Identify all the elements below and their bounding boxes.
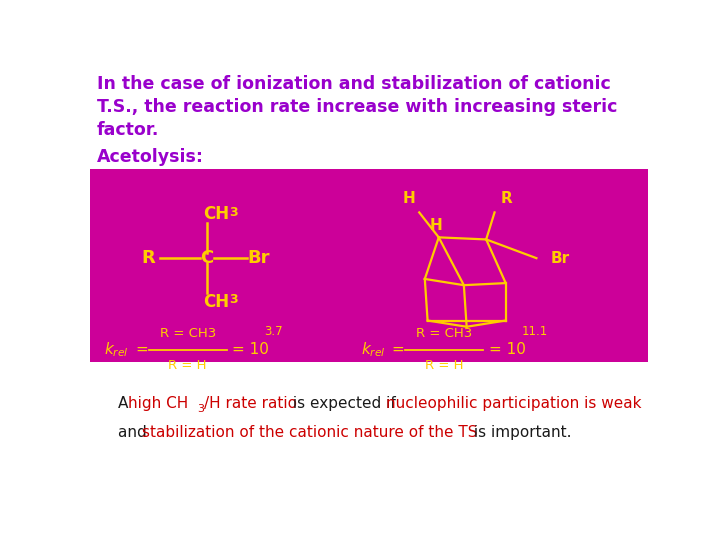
Text: H: H bbox=[402, 191, 415, 206]
Text: CH: CH bbox=[203, 293, 229, 311]
Text: 11.1: 11.1 bbox=[521, 325, 548, 338]
Text: CH: CH bbox=[203, 206, 229, 224]
Text: R = CH3: R = CH3 bbox=[416, 327, 472, 340]
Text: is important.: is important. bbox=[469, 426, 572, 440]
Bar bbox=[90, 168, 648, 362]
Text: =: = bbox=[136, 342, 148, 357]
Text: R = H: R = H bbox=[168, 359, 207, 372]
Text: high CH: high CH bbox=[128, 396, 188, 411]
Text: T.S., the reaction rate increase with increasing steric: T.S., the reaction rate increase with in… bbox=[96, 98, 617, 116]
Text: 3.7: 3.7 bbox=[264, 325, 283, 338]
Text: $k_{rel}$: $k_{rel}$ bbox=[104, 340, 129, 359]
Text: A: A bbox=[118, 396, 133, 411]
Text: stabilization of the cationic nature of the TS: stabilization of the cationic nature of … bbox=[142, 426, 477, 440]
Text: In the case of ionization and stabilization of cationic: In the case of ionization and stabilizat… bbox=[96, 75, 611, 93]
Text: R = H: R = H bbox=[425, 359, 464, 372]
Text: = 10: = 10 bbox=[489, 342, 526, 357]
Text: H: H bbox=[430, 218, 442, 233]
Text: Br: Br bbox=[550, 251, 570, 266]
Text: $k_{rel}$: $k_{rel}$ bbox=[361, 340, 385, 359]
Text: is expected if: is expected if bbox=[288, 396, 401, 411]
Text: R: R bbox=[142, 249, 156, 267]
Text: 3: 3 bbox=[230, 206, 238, 219]
Text: Br: Br bbox=[247, 249, 270, 267]
Text: 3: 3 bbox=[197, 404, 204, 414]
Text: = 10: = 10 bbox=[233, 342, 269, 357]
Text: Acetolysis:: Acetolysis: bbox=[96, 148, 204, 166]
Text: C: C bbox=[201, 249, 214, 267]
Text: factor.: factor. bbox=[96, 121, 159, 139]
Text: =: = bbox=[392, 342, 404, 357]
Text: nucleophilic participation is weak: nucleophilic participation is weak bbox=[386, 396, 642, 411]
Text: /H rate ratio: /H rate ratio bbox=[204, 396, 297, 411]
Text: R = CH3: R = CH3 bbox=[160, 327, 216, 340]
Text: and: and bbox=[118, 426, 151, 440]
Text: 3: 3 bbox=[230, 293, 238, 306]
Text: R: R bbox=[501, 191, 513, 206]
